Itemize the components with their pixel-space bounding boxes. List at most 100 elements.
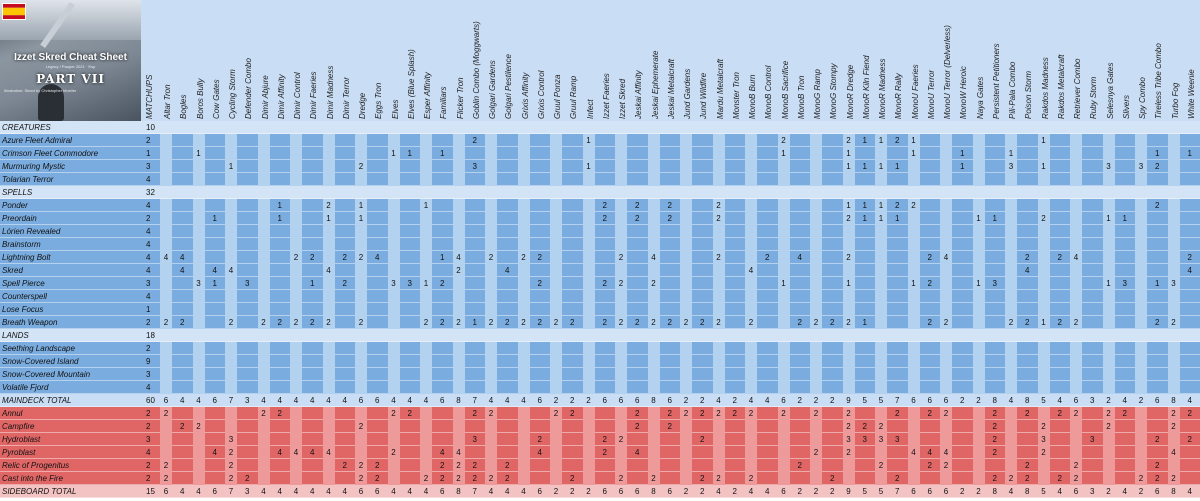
matchup-cell <box>501 225 513 238</box>
matchup-cell <box>875 342 887 355</box>
matchup-cell <box>1054 199 1066 212</box>
matchup-cell: 5 <box>862 396 867 405</box>
matchup-cell <box>1135 186 1147 199</box>
matchup-cell <box>631 303 643 316</box>
matchup-cell <box>891 290 903 303</box>
matchup-cell <box>225 381 237 394</box>
row-label: Snow-Covered Island <box>2 357 79 366</box>
matchup-cell <box>274 186 286 199</box>
matchup-cell <box>1021 381 1033 394</box>
matchup-cell <box>387 290 400 303</box>
matchup-cell <box>631 147 643 160</box>
matchup-cell <box>794 472 806 485</box>
matchup-cell <box>1021 212 1033 225</box>
matchup-cell: 2 <box>553 396 559 405</box>
matchup-cell <box>729 264 741 277</box>
matchup-cell <box>1103 329 1115 342</box>
matchup-cell <box>810 277 822 290</box>
matchup-cell <box>761 134 773 147</box>
matchup-cell: 6 <box>358 487 364 496</box>
matchup-cell: 3 <box>1135 160 1147 173</box>
row-label: Ponder <box>2 201 28 210</box>
matchup-cell: 4 <box>940 446 952 459</box>
matchup-cell <box>1135 212 1147 225</box>
matchup-cell <box>550 160 562 173</box>
matchup-cell <box>1184 446 1196 459</box>
matchup-cell <box>192 199 205 212</box>
matchup-cell: 1 <box>907 147 920 160</box>
matchup-cell <box>761 316 773 329</box>
matchup-cell: 3 <box>245 396 250 405</box>
card-row: Volatile Fjord 4 <box>0 381 1200 394</box>
matchup-cell <box>404 433 416 446</box>
matchup-cell <box>371 355 383 368</box>
card-row: Breath Weapon 2 2 2 2 2 2 2 2 2 2 2 2 2 1 2 2 2 2 2 2 2 2 2 2 2 2 2… <box>0 316 1200 329</box>
matchup-cell: 3 <box>472 435 477 444</box>
matchup-cell <box>794 134 806 147</box>
matchup-cell <box>745 147 757 160</box>
matchup-cell <box>729 446 741 459</box>
matchup-cell <box>826 264 838 277</box>
matchup-cell <box>274 173 286 186</box>
matchup-cell <box>761 238 773 251</box>
matchup-cell <box>1102 303 1115 316</box>
matchup-cell <box>989 329 1001 342</box>
matchup-cell <box>1054 329 1066 342</box>
matchup-cell <box>664 446 676 459</box>
matchup-cell <box>1054 147 1066 160</box>
matchup-cell <box>274 381 286 394</box>
matchup-cell <box>712 225 725 238</box>
matchup-cell: 2 <box>537 435 542 444</box>
matchup-cell: 1 <box>277 201 282 210</box>
matchup-cell <box>810 355 822 368</box>
matchup-cell <box>257 290 270 303</box>
column-header-label: Poison Storm <box>1024 70 1034 119</box>
matchup-cell <box>972 147 985 160</box>
matchup-cell <box>761 303 773 316</box>
matchup-cell <box>696 355 708 368</box>
matchup-cell <box>1086 147 1098 160</box>
matchup-cell: 3 <box>225 433 237 446</box>
matchup-cell <box>1005 264 1017 277</box>
matchup-cell <box>241 225 253 238</box>
matchup-cell <box>176 355 188 368</box>
matchup-cell <box>826 186 838 199</box>
matchup-cell: 2 <box>830 318 835 327</box>
matchup-cell <box>1119 290 1131 303</box>
matchup-cell: 2 <box>1037 420 1050 433</box>
matchup-cell <box>875 472 887 485</box>
matchup-cell <box>534 472 546 485</box>
matchup-cell <box>550 472 562 485</box>
matchup-cell: 5 <box>1041 487 1046 496</box>
matchup-cell <box>1184 212 1196 225</box>
illustration-credit: Illustration: Skred by Christopher Moell… <box>4 88 77 93</box>
matchup-cell: 2 <box>160 459 172 472</box>
matchup-cell <box>1119 446 1131 459</box>
matchup-cell: 1 <box>407 149 412 158</box>
matchup-cell <box>842 303 855 316</box>
matchup-cell <box>1037 472 1050 485</box>
matchup-cell <box>404 238 416 251</box>
matchup-cell <box>485 446 497 459</box>
matchup-cell <box>387 368 400 381</box>
column-header-label: Tireless Tribe Combo <box>1154 43 1164 119</box>
row-label: MAINDECK TOTAL <box>2 396 72 405</box>
matchup-cell <box>1037 342 1050 355</box>
matchup-cell: 2 <box>1187 435 1192 444</box>
matchup-cell <box>794 121 806 134</box>
matchup-cell <box>160 355 172 368</box>
matchup-cell <box>355 186 367 199</box>
matchup-cell <box>339 173 351 186</box>
matchup-cell: 2 <box>647 277 660 290</box>
matchup-cell: 2 <box>745 472 757 485</box>
matchup-cell <box>209 225 221 238</box>
matchup-cell <box>810 147 822 160</box>
row-count: 4 <box>146 175 151 184</box>
matchup-cell: 6 <box>943 396 949 405</box>
matchup-cell <box>1151 173 1163 186</box>
matchup-cell <box>566 368 578 381</box>
matchup-cell <box>306 355 318 368</box>
matchup-cell: 2 <box>485 251 497 264</box>
matchup-cell <box>1102 433 1115 446</box>
matchup-cell <box>452 342 465 355</box>
